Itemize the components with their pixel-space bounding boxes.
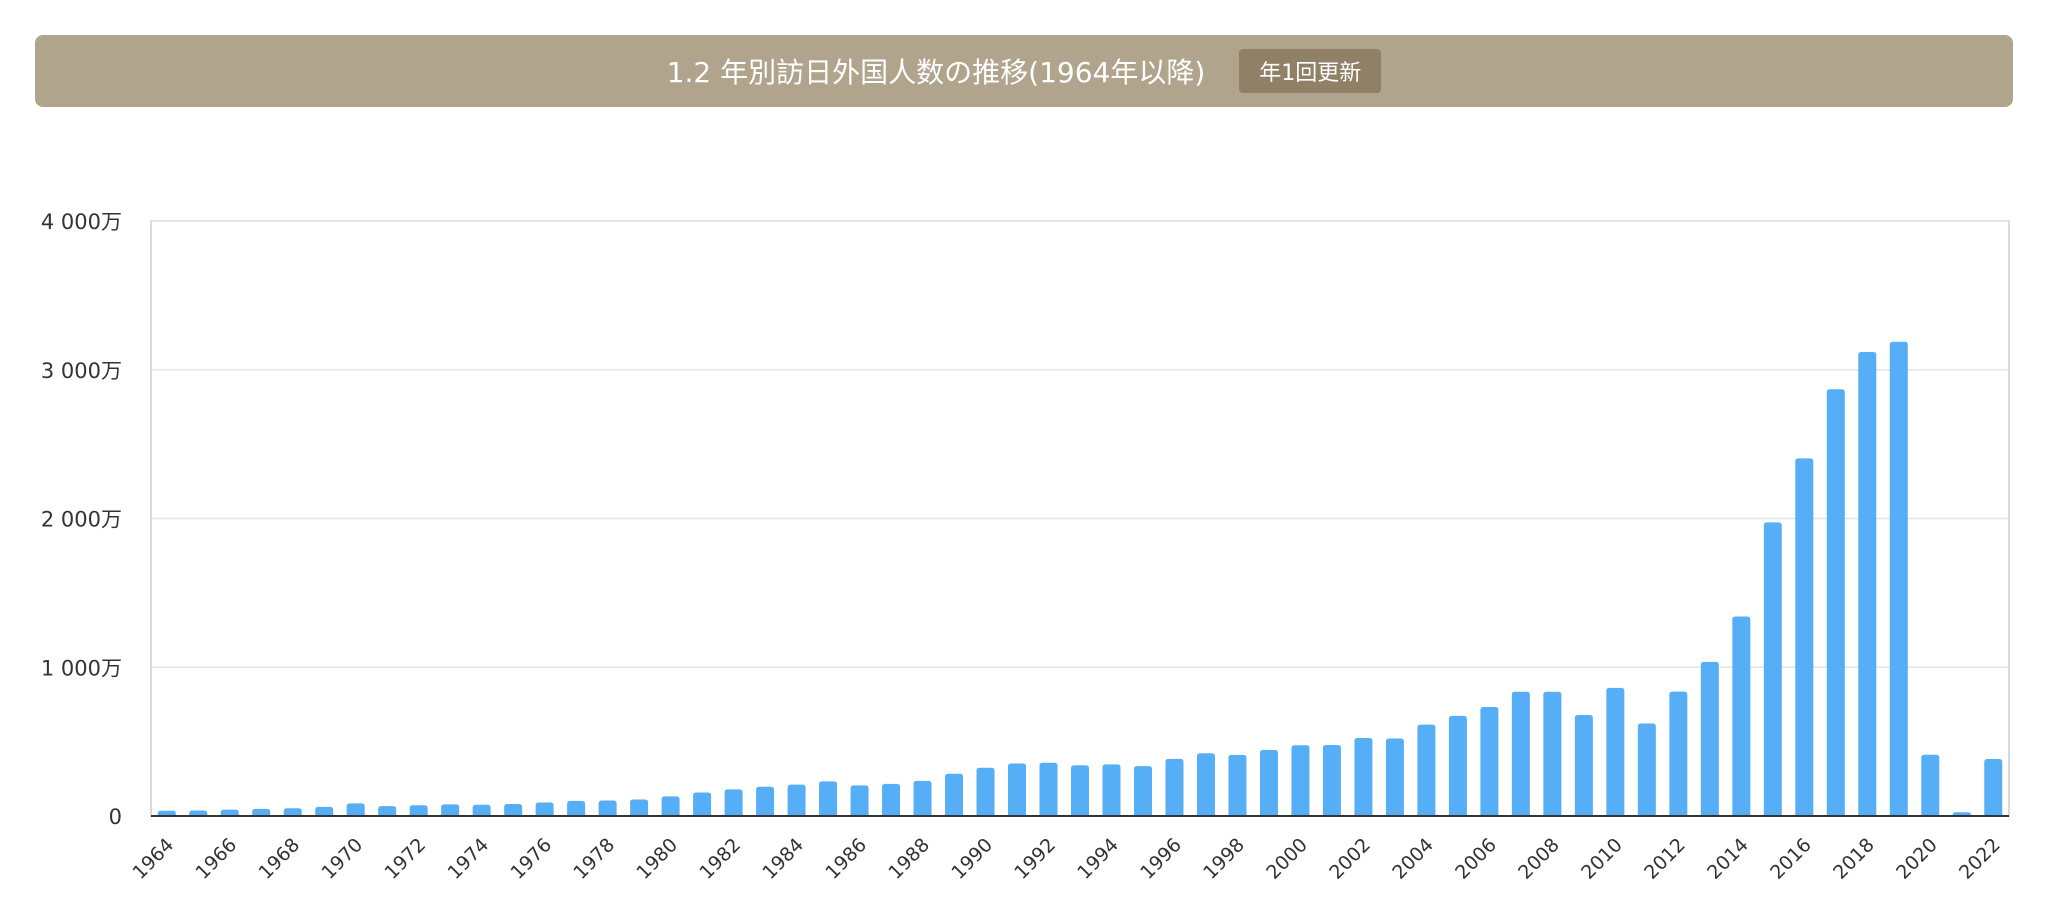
x-tick-label: 2012 (1640, 834, 1690, 884)
bar-2010 (1606, 687, 1625, 816)
bar-1967 (252, 808, 271, 816)
bar-2008 (1543, 691, 1562, 816)
bar-2003 (1385, 738, 1404, 816)
x-tick-label: 1978 (569, 834, 619, 884)
bar-1986 (850, 785, 869, 816)
bar-1996 (1165, 758, 1184, 816)
y-tick-label: 4 000万 (41, 210, 122, 234)
bar-1970 (346, 803, 365, 816)
bar-2012 (1669, 691, 1688, 816)
x-tick-label: 2014 (1703, 834, 1753, 884)
bar-1995 (1133, 766, 1152, 816)
x-tick-label: 1972 (380, 834, 430, 884)
bar-1992 (1039, 762, 1058, 816)
bar-1993 (1071, 765, 1089, 816)
x-tick-label: 1980 (632, 834, 682, 884)
x-tick-label: 1976 (506, 834, 556, 884)
bar-1972 (409, 805, 428, 816)
bar-2015 (1763, 522, 1782, 816)
x-tick-label: 1996 (1136, 834, 1186, 884)
x-tick-label: 2022 (1955, 834, 2005, 884)
bar-1971 (378, 806, 397, 816)
x-tick-label: 2006 (1451, 834, 1501, 884)
bar-1983 (756, 786, 775, 816)
x-tick-label: 1998 (1199, 834, 1249, 884)
bar-2006 (1480, 706, 1499, 816)
x-tick-label: 2020 (1892, 834, 1942, 884)
bar-1977 (567, 800, 586, 816)
bar-2004 (1417, 724, 1436, 816)
bar-2000 (1291, 745, 1310, 816)
x-tick-label: 1982 (695, 834, 745, 884)
bar-1979 (630, 799, 649, 816)
bar-2011 (1637, 723, 1656, 816)
bar-1965 (189, 810, 208, 816)
bar-1978 (598, 800, 617, 816)
x-tick-label: 1968 (254, 834, 304, 884)
bar-1982 (724, 789, 743, 816)
bar-2013 (1700, 661, 1719, 816)
bar-2002 (1354, 738, 1373, 816)
x-tick-label: 1988 (884, 834, 934, 884)
bar-1974 (472, 804, 491, 816)
x-tick-label: 1994 (1073, 834, 1123, 884)
bar-1999 (1259, 749, 1278, 816)
bar-2001 (1322, 745, 1341, 816)
bar-1976 (535, 802, 554, 816)
bar-1998 (1228, 754, 1247, 816)
bar-1997 (1196, 753, 1215, 816)
bar-1985 (819, 781, 838, 816)
bar-2005 (1448, 715, 1467, 816)
x-tick-label: 1990 (947, 834, 997, 884)
x-tick-label: 1964 (129, 834, 179, 884)
bar-2019 (1889, 341, 1908, 816)
y-tick-label: 2 000万 (41, 508, 122, 532)
y-tick-label: 1 000万 (41, 656, 122, 680)
x-tick-label: 1984 (758, 834, 808, 884)
bar-2022 (1984, 759, 2003, 816)
x-tick-label: 2010 (1577, 834, 1627, 884)
update-frequency-badge: 年1回更新 (1239, 49, 1382, 93)
x-tick-label: 1966 (192, 834, 242, 884)
x-tick-label: 2018 (1829, 834, 1879, 884)
x-tick-label: 1986 (821, 834, 871, 884)
x-tick-label: 2002 (1325, 834, 1375, 884)
bar-2014 (1732, 616, 1751, 816)
bar-2017 (1826, 389, 1845, 816)
bar-1975 (504, 803, 523, 816)
chart-header: 1.2 年別訪日外国人数の推移(1964年以降) 年1回更新 (35, 35, 2013, 107)
y-tick-label: 0 (109, 805, 122, 829)
bar-2020 (1921, 754, 1940, 816)
bar-1991 (1008, 763, 1027, 816)
bar-1980 (661, 796, 680, 816)
bar-1984 (787, 784, 806, 816)
bar-1990 (976, 767, 995, 816)
bar-1988 (913, 780, 932, 816)
x-tick-label: 2000 (1262, 834, 1312, 884)
x-tick-label: 1974 (443, 834, 493, 884)
bar-1981 (693, 792, 712, 816)
chart-title: 1.2 年別訪日外国人数の推移(1964年以降) (666, 56, 1206, 89)
bar-2007 (1511, 691, 1530, 816)
bar-1964 (157, 810, 176, 816)
x-tick-label: 1992 (1010, 834, 1060, 884)
y-tick-label: 3 000万 (41, 359, 122, 383)
bar-2018 (1858, 352, 1877, 816)
bar-1994 (1102, 764, 1121, 816)
bar-1966 (220, 809, 239, 816)
x-tick-label: 2004 (1388, 834, 1438, 884)
bar-1973 (441, 804, 460, 816)
bar-2009 (1574, 714, 1593, 816)
bar-2016 (1795, 458, 1814, 816)
x-tick-label: 2016 (1766, 834, 1816, 884)
bar-1968 (283, 808, 302, 816)
x-tick-label: 1970 (317, 834, 367, 884)
bar-1989 (945, 773, 964, 816)
x-tick-label: 2008 (1514, 834, 1564, 884)
bar-1987 (882, 783, 901, 816)
bar-1969 (315, 806, 334, 816)
